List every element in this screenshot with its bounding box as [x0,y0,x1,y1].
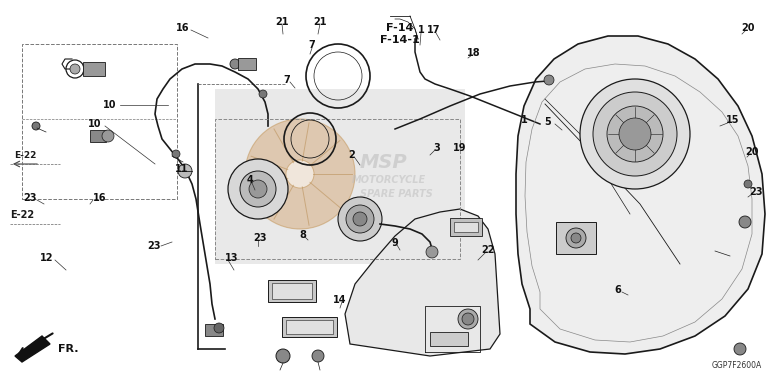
Circle shape [346,205,374,233]
Text: 15: 15 [727,115,740,125]
Text: 13: 13 [225,253,239,263]
Text: 18: 18 [467,48,481,58]
Circle shape [580,79,690,189]
Text: E-22: E-22 [14,152,36,161]
Text: 7: 7 [309,40,316,50]
Text: 22: 22 [482,245,495,255]
Circle shape [619,118,651,150]
Circle shape [426,246,438,258]
Text: 5: 5 [545,117,551,127]
Text: 21: 21 [275,17,289,27]
Text: 20: 20 [741,23,755,33]
Bar [83,62,105,76]
Text: 17: 17 [427,25,441,35]
Text: 11: 11 [175,164,189,174]
Bar [556,222,596,254]
Text: SPARE PARTS: SPARE PARTS [360,189,432,199]
Text: 1: 1 [521,115,528,125]
Circle shape [276,349,290,363]
Text: 8: 8 [300,230,306,240]
Polygon shape [15,336,50,362]
Text: 23: 23 [147,241,161,251]
Circle shape [458,309,478,329]
Bar [22,44,177,199]
Text: 16: 16 [176,23,190,33]
Text: 16: 16 [93,193,107,203]
Bar [450,218,482,236]
Bar [205,324,223,336]
Text: 12: 12 [40,253,54,263]
Circle shape [178,164,192,178]
Circle shape [102,130,114,142]
Circle shape [228,159,288,219]
Text: 4: 4 [247,175,253,185]
Text: 20: 20 [745,147,759,157]
Text: 10: 10 [103,100,117,110]
Circle shape [607,106,663,162]
Text: MOTORCYCLE: MOTORCYCLE [352,175,426,185]
Circle shape [338,197,382,241]
Circle shape [312,350,324,362]
Text: 3: 3 [434,143,440,153]
Bar [430,332,468,346]
Circle shape [286,160,314,188]
Text: GGP7F2600A: GGP7F2600A [712,361,762,370]
Text: 2: 2 [349,150,356,160]
Bar [282,317,337,337]
Bar [238,58,256,70]
Text: 23: 23 [23,193,37,203]
Text: 21: 21 [313,17,326,27]
Bar [286,320,333,334]
Bar [90,130,106,142]
Text: 9: 9 [392,238,399,248]
Bar [215,89,465,264]
Circle shape [462,313,474,325]
Circle shape [566,228,586,248]
Circle shape [172,150,180,158]
Bar [272,283,312,299]
Circle shape [353,212,367,226]
Text: 1: 1 [418,25,425,35]
Circle shape [739,216,751,228]
Circle shape [734,343,746,355]
Text: F-14: F-14 [386,23,414,33]
Circle shape [259,90,267,98]
Text: F-14-1: F-14-1 [380,35,420,45]
Bar [268,280,316,302]
Text: 23: 23 [750,187,763,197]
Circle shape [240,171,276,207]
Text: 19: 19 [453,143,467,153]
Circle shape [214,323,224,333]
Text: FR.: FR. [58,344,78,354]
Circle shape [230,59,240,69]
Circle shape [544,75,554,85]
Text: 10: 10 [88,119,101,129]
Text: 6: 6 [614,285,621,295]
Circle shape [249,180,267,198]
Circle shape [744,180,752,188]
Text: 23: 23 [253,233,266,243]
Circle shape [70,64,80,74]
Text: E-22: E-22 [10,210,34,220]
Circle shape [593,92,677,176]
Polygon shape [345,209,500,356]
Text: MSP: MSP [360,152,408,172]
Circle shape [245,119,355,229]
Text: 7: 7 [283,75,290,85]
Bar [454,222,478,232]
Polygon shape [516,36,765,354]
Text: 14: 14 [333,295,346,305]
Bar [215,119,460,259]
Circle shape [571,233,581,243]
Circle shape [32,122,40,130]
